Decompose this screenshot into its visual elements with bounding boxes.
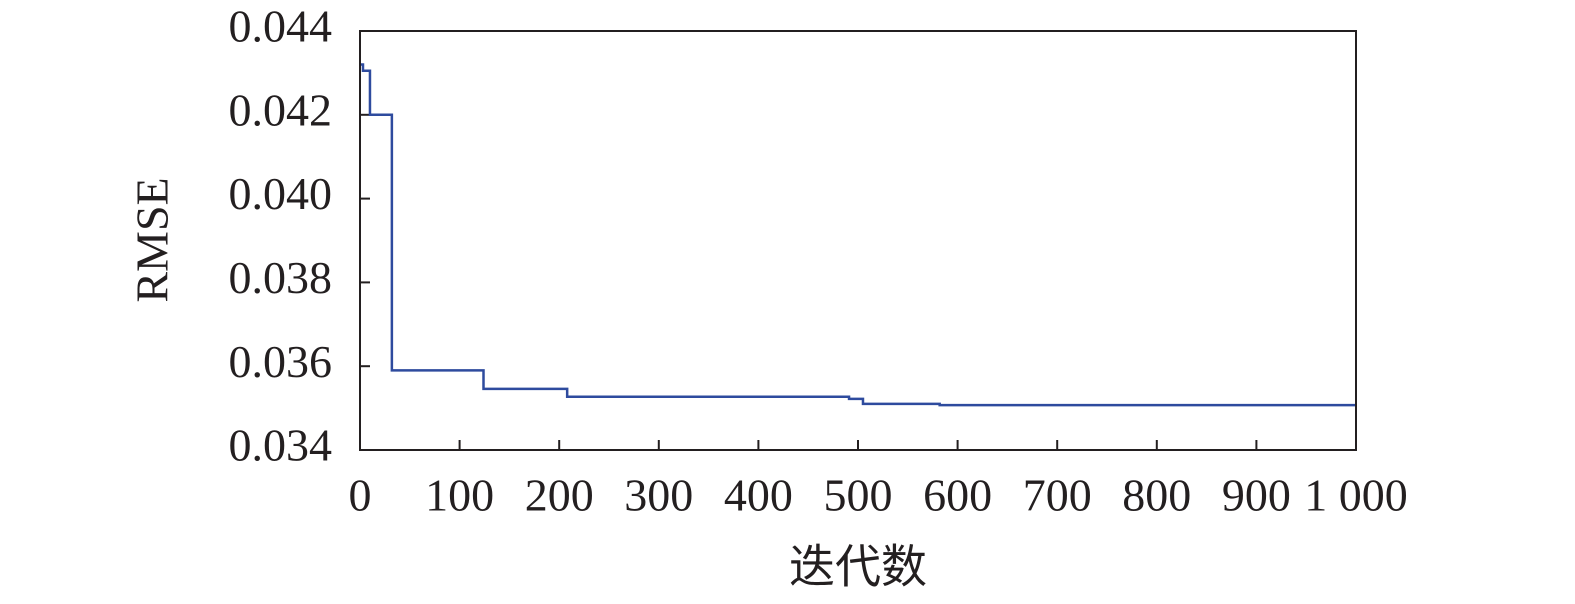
x-tick-label: 300: [624, 470, 693, 521]
y-tick-label: 0.044: [229, 1, 333, 52]
x-tick-label: 400: [724, 470, 793, 521]
data-line: [360, 63, 1356, 407]
x-axis-label: 迭代数: [789, 542, 927, 593]
x-tick-label: 800: [1122, 470, 1191, 521]
y-tick-label: 0.036: [229, 336, 333, 387]
plot-frame: [359, 30, 1357, 451]
y-tick-label: 0.042: [229, 84, 333, 135]
y-tick-label: 0.040: [229, 168, 333, 219]
x-tick-label: 100: [425, 470, 494, 521]
x-tick-label: 700: [1023, 470, 1092, 521]
y-tick-label: 0.034: [229, 420, 333, 471]
x-tick-label: 900: [1222, 470, 1291, 521]
x-tick-label: 1 000: [1304, 470, 1408, 521]
x-tick-label: 0: [349, 470, 372, 521]
y-axis-label: RMSE: [127, 177, 178, 302]
y-tick-label: 0.038: [229, 252, 333, 303]
x-tick-label: 500: [824, 470, 893, 521]
x-tick-label: 600: [923, 470, 992, 521]
x-tick-label: 200: [525, 470, 594, 521]
